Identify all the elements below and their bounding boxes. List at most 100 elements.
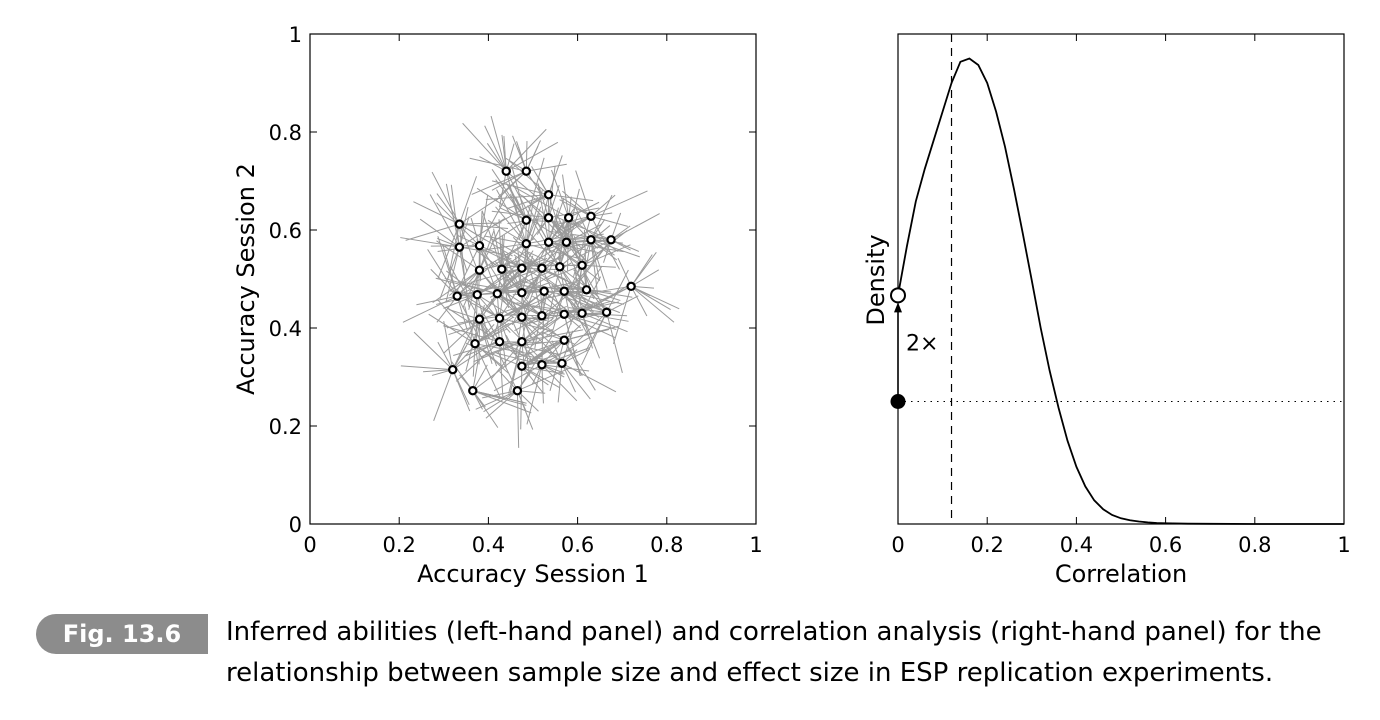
sample-line: [549, 242, 583, 266]
left-axes-frame: [309, 33, 757, 525]
sample-line: [579, 239, 612, 279]
left-y-ticks: 0 0.2 0.4 0.6 0.8 1: [269, 23, 756, 537]
left-scatter-panel: 0 0.2 0.4 0.6 0.8 1 0 0.2 0.4 0.6 0.8 1 Accuracy S…: [232, 23, 763, 588]
ability-point: [494, 337, 505, 347]
figure-panels: 0 0.2 0.4 0.6 0.8 1 0 0.2 0.4 0.6 0.8 1 Accuracy S…: [232, 23, 1351, 588]
sample-line: [516, 336, 553, 391]
sample-line: [549, 340, 565, 391]
sample-line: [437, 223, 460, 279]
sample-line: [469, 157, 527, 172]
sample-line: [400, 365, 453, 371]
sample-line: [493, 228, 503, 270]
sample-line: [513, 254, 565, 292]
x-tick-label: 0.2: [970, 533, 1003, 557]
sample-line: [564, 325, 619, 341]
sample-line: [586, 289, 633, 298]
sample-line: [458, 224, 466, 281]
ability-point: [537, 311, 547, 321]
sample-line: [521, 340, 558, 367]
sample-line: [537, 183, 550, 218]
sample-line: [581, 276, 602, 314]
ability-point: [555, 262, 565, 272]
sample-line: [437, 299, 476, 345]
right-x-axis-label: Correlation: [1055, 560, 1187, 588]
sample-line: [630, 269, 660, 287]
sample-line: [516, 390, 520, 448]
sample-line: [475, 250, 503, 270]
ability-point: [543, 190, 554, 200]
ability-point: [586, 211, 596, 221]
sample-line: [518, 316, 563, 364]
sample-line: [583, 229, 588, 290]
sample-line: [453, 245, 480, 299]
sample-line: [470, 217, 480, 246]
ability-point: [474, 240, 485, 251]
ability-point: [448, 364, 458, 375]
sample-line: [610, 213, 660, 241]
sample-line: [485, 390, 518, 419]
sample-line: [561, 362, 591, 400]
sample-line: [479, 296, 498, 320]
sample-line: [581, 282, 632, 314]
sample-line: [630, 254, 653, 287]
sample-line: [464, 306, 476, 344]
ability-point: [494, 313, 505, 323]
sample-line: [443, 320, 454, 370]
sample-line: [452, 286, 500, 319]
sample-line: [413, 331, 454, 371]
posterior-sample-lines: [400, 115, 680, 448]
sample-line: [491, 243, 527, 267]
ability-point: [512, 386, 523, 396]
sample-line: [472, 362, 479, 391]
sample-line: [562, 190, 592, 217]
sample-line: [479, 229, 500, 271]
figure-caption: Inferred abilities (left-hand panel) and…: [226, 617, 1322, 688]
sample-line: [567, 311, 607, 352]
sample-line: [429, 194, 460, 248]
ability-point: [468, 386, 478, 396]
sample-line: [452, 339, 499, 371]
sample-line: [562, 174, 570, 218]
ability-point: [581, 285, 592, 295]
sample-line: [433, 369, 454, 421]
right-y-axis-label: Density: [862, 234, 890, 325]
sample-line: [443, 325, 500, 343]
sample-line: [464, 341, 500, 357]
ability-point: [539, 286, 549, 296]
x-tick-label: 0: [303, 533, 316, 557]
x-tick-label: 0.6: [1149, 533, 1182, 557]
sample-line: [568, 307, 607, 313]
sample-line: [525, 141, 528, 172]
y-tick-label: 0: [289, 513, 302, 537]
sample-line: [524, 249, 560, 268]
x-tick-label: 0.4: [1060, 533, 1093, 557]
ability-point: [557, 358, 567, 368]
sample-line: [610, 239, 640, 252]
left-y-axis-label: Accuracy Session 2: [232, 163, 260, 395]
sample-line: [521, 255, 534, 293]
sample-line: [521, 214, 540, 269]
ability-point: [474, 314, 485, 324]
sample-line: [446, 270, 478, 296]
sample-line: [449, 265, 480, 320]
sample-line: [514, 256, 523, 293]
sample-line: [458, 216, 470, 248]
posterior-density-curve: [897, 57, 1344, 525]
sample-line: [630, 285, 671, 311]
right-x-ticks: 0 0.2 0.4 0.6 0.8 1: [891, 34, 1351, 557]
ability-point: [472, 289, 482, 300]
sample-line: [581, 312, 629, 322]
sample-line: [481, 210, 503, 270]
sample-line: [526, 255, 543, 316]
ability-point: [606, 235, 616, 245]
sample-line: [521, 317, 531, 376]
figure-number-badge: Fig. 13.6: [36, 614, 208, 654]
sample-line: [521, 365, 549, 386]
ability-point: [521, 239, 532, 249]
sample-line: [564, 290, 620, 314]
sample-line: [521, 329, 553, 343]
sample-line: [561, 197, 592, 217]
sample-line: [498, 295, 543, 317]
sample-line: [526, 364, 543, 425]
sample-line: [419, 218, 460, 248]
